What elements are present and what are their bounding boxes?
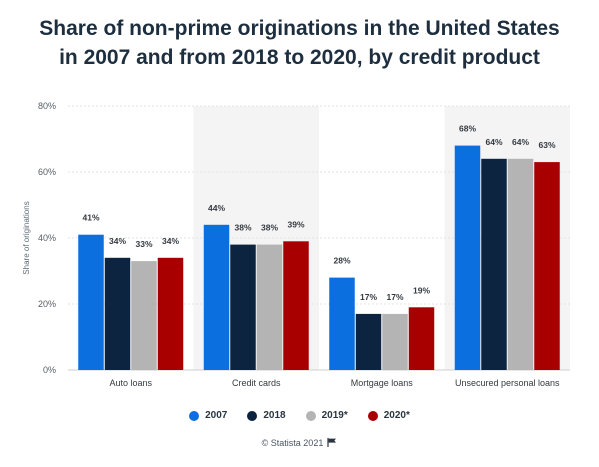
y-tick-label: 80% (38, 101, 56, 111)
credit-text: © Statista 2021 (261, 438, 324, 448)
chart-title: Share of non-prime originations in the U… (39, 17, 560, 69)
bar[interactable] (355, 313, 382, 370)
data-label: 38% (234, 223, 251, 233)
bar[interactable] (157, 257, 184, 370)
data-label: 38% (261, 223, 278, 233)
bar[interactable] (534, 162, 560, 370)
data-label: 41% (82, 213, 99, 223)
y-axis-ticks: 0% 20% 40% 60% 80% (38, 101, 56, 375)
bar[interactable] (78, 234, 104, 370)
x-tick-label: Auto loans (109, 378, 152, 388)
legend-item[interactable]: 2020* (367, 410, 410, 421)
bar[interactable] (256, 244, 283, 370)
bar[interactable] (104, 257, 131, 370)
bar[interactable] (507, 158, 534, 370)
data-label: 17% (360, 292, 377, 302)
x-tick-label: Credit cards (232, 378, 281, 388)
data-label: 44% (208, 203, 225, 213)
bar[interactable] (408, 307, 435, 370)
value-labels: 41% 34% 33% 34% 44% 38% 38% 39% 28% 17% 17% 19% 68% 6… (82, 124, 555, 302)
y-axis-label: Share of originations (22, 201, 31, 274)
data-label: 17% (386, 292, 403, 302)
x-axis-categories: Auto loans Credit cards Mortgage loans Unse… (109, 378, 560, 388)
legend-label: 2019* (321, 410, 348, 421)
data-label: 63% (538, 140, 555, 150)
data-label: 33% (135, 239, 152, 249)
y-tick-label: 60% (38, 167, 56, 177)
legend: 2007 2018 2019* 2020* (0, 410, 599, 421)
legend-marker (367, 410, 378, 421)
bar[interactable] (382, 313, 408, 370)
legend-marker (305, 410, 316, 421)
legend-item[interactable]: 2018 (247, 410, 286, 421)
legend-item[interactable]: 2019* (305, 410, 348, 421)
legend-marker (189, 410, 200, 421)
flag-icon[interactable] (327, 438, 337, 447)
legend-label: 2018 (263, 410, 286, 421)
y-tick-label: 40% (38, 233, 56, 243)
legend-item[interactable]: 2007 (189, 410, 227, 421)
x-tick-label: Mortgage loans (351, 378, 414, 388)
legend-label: 2020* (383, 410, 410, 421)
bar[interactable] (230, 244, 256, 370)
data-label: 34% (109, 236, 126, 246)
data-label: 19% (413, 285, 430, 295)
source-credit: © Statista 2021 (0, 438, 599, 448)
bar[interactable] (131, 261, 157, 370)
legend-marker (247, 410, 258, 421)
bar[interactable] (329, 277, 355, 370)
data-label: 28% (333, 256, 350, 266)
data-label: 64% (512, 137, 529, 147)
data-label: 64% (485, 137, 502, 147)
data-label: 68% (459, 124, 476, 134)
y-tick-label: 20% (38, 299, 56, 309)
data-label: 39% (287, 219, 304, 229)
bar[interactable] (481, 158, 507, 370)
bar[interactable] (203, 224, 230, 370)
bar[interactable] (283, 241, 309, 370)
bar[interactable] (454, 145, 481, 370)
legend-label: 2007 (205, 410, 228, 421)
data-label: 34% (162, 236, 179, 246)
y-tick-label: 0% (43, 365, 56, 375)
x-tick-label: Unsecured personal loans (455, 378, 560, 388)
bars (78, 145, 560, 370)
